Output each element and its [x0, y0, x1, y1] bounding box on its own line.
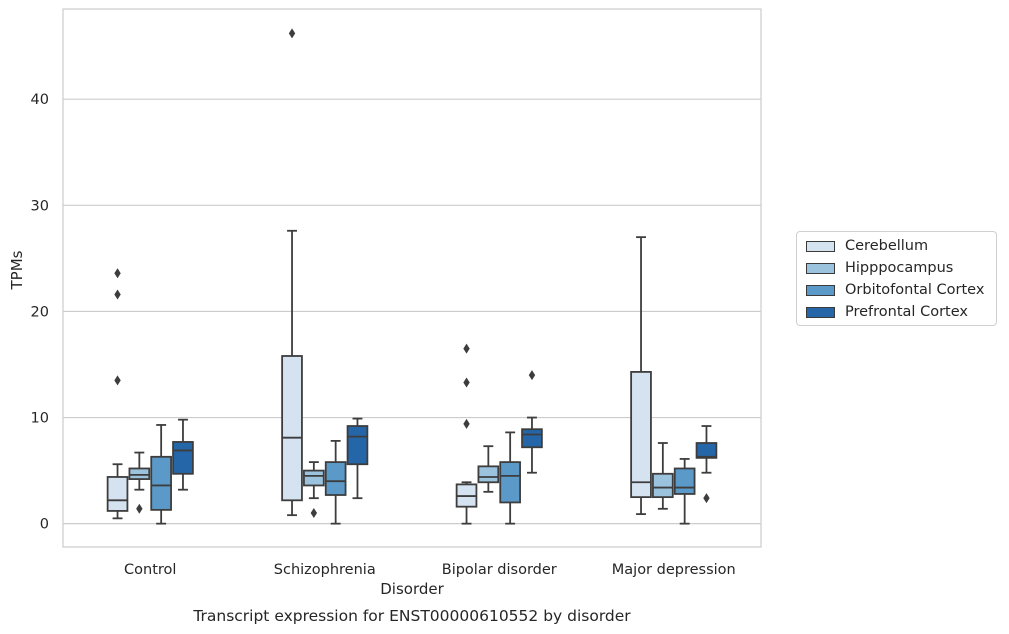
- box-iqr: [695, 442, 718, 459]
- outlier-point: [136, 503, 143, 514]
- legend-label: Prefrontal Cortex: [845, 304, 968, 320]
- outlier-point: [114, 268, 121, 279]
- legend-swatch: [806, 284, 835, 296]
- legend-item-prefrontal-cortex: Prefrontal Cortex: [806, 304, 968, 320]
- box-orbitofontal-cortex: [324, 439, 347, 525]
- box-hipppocampus: [477, 445, 500, 493]
- outlier-point: [463, 418, 470, 429]
- legend-swatch: [806, 262, 835, 274]
- box-iqr: [106, 476, 129, 512]
- box-iqr: [172, 441, 194, 475]
- legend-label: Hipppocampus: [845, 260, 954, 276]
- box-prefrontal-cortex: [695, 425, 718, 504]
- box-hipppocampus: [303, 461, 325, 519]
- y-tick-label: 30: [31, 198, 49, 214]
- box-iqr: [150, 455, 172, 511]
- legend: Cerebellum Hipppocampus Orbitofontal Cor…: [796, 231, 997, 326]
- outlier-point: [463, 343, 470, 354]
- legend-item-cerebellum: Cerebellum: [806, 238, 928, 254]
- outlier-point: [703, 493, 710, 504]
- box-hipppocampus: [652, 442, 674, 510]
- outlier-point: [310, 508, 318, 519]
- y-tick-labels: 0 10 20 30 40: [31, 92, 49, 532]
- box-iqr: [281, 355, 303, 502]
- plot-frame: [62, 8, 762, 548]
- box-orbitofontal-cortex: [673, 458, 696, 525]
- legend-item-orbitofrontal-cortex: Orbitofontal Cortex: [806, 282, 984, 298]
- outlier-point: [288, 28, 296, 39]
- box-iqr: [630, 371, 652, 499]
- box-iqr: [673, 467, 696, 495]
- box-cerebellum: [281, 28, 303, 517]
- legend-swatch: [806, 240, 835, 252]
- box-iqr: [346, 425, 369, 466]
- x-axis-label: Disorder: [380, 580, 444, 598]
- y-tick-label: 0: [40, 517, 49, 533]
- x-tick-label: Schizophrenia: [274, 562, 376, 578]
- box-iqr: [303, 469, 325, 487]
- box-prefrontal-cortex: [521, 370, 543, 474]
- box-groups: [106, 28, 718, 525]
- legend-item-hippocampus: Hipppocampus: [806, 260, 953, 276]
- y-tick-label: 10: [31, 411, 49, 427]
- y-tick-label: 40: [31, 92, 49, 108]
- outlier-point: [114, 375, 121, 386]
- x-tick-label: Bipolar disorder: [442, 562, 557, 578]
- box-iqr: [499, 461, 521, 504]
- legend-label: Cerebellum: [845, 238, 929, 254]
- box-iqr: [652, 472, 674, 499]
- box-cerebellum: [106, 268, 129, 520]
- x-tick-label: Major depression: [612, 562, 736, 578]
- box-iqr: [128, 467, 151, 480]
- legend-label: Orbitofontal Cortex: [845, 282, 985, 298]
- x-tick-labels: Control Schizophrenia Bipolar disorder Majo…: [124, 562, 736, 578]
- box-iqr: [477, 465, 500, 484]
- box-orbitofontal-cortex: [150, 424, 172, 525]
- figure-caption: Transcript expression for ENST0000061055…: [193, 607, 631, 625]
- legend-swatch: [806, 306, 835, 318]
- box-iqr: [324, 461, 347, 496]
- x-tick-label: Control: [124, 562, 176, 578]
- outlier-point: [528, 370, 536, 381]
- y-tick-label: 20: [31, 304, 49, 320]
- box-prefrontal-cortex: [346, 417, 369, 500]
- box-iqr: [521, 428, 543, 449]
- outlier-point: [114, 289, 121, 300]
- box-cerebellum: [455, 343, 478, 525]
- box-cerebellum: [630, 236, 652, 516]
- y-axis-label: TPMs: [8, 250, 26, 290]
- box-prefrontal-cortex: [172, 418, 194, 491]
- box-hipppocampus: [128, 451, 151, 514]
- outlier-point: [463, 377, 470, 388]
- box-orbitofontal-cortex: [499, 431, 521, 525]
